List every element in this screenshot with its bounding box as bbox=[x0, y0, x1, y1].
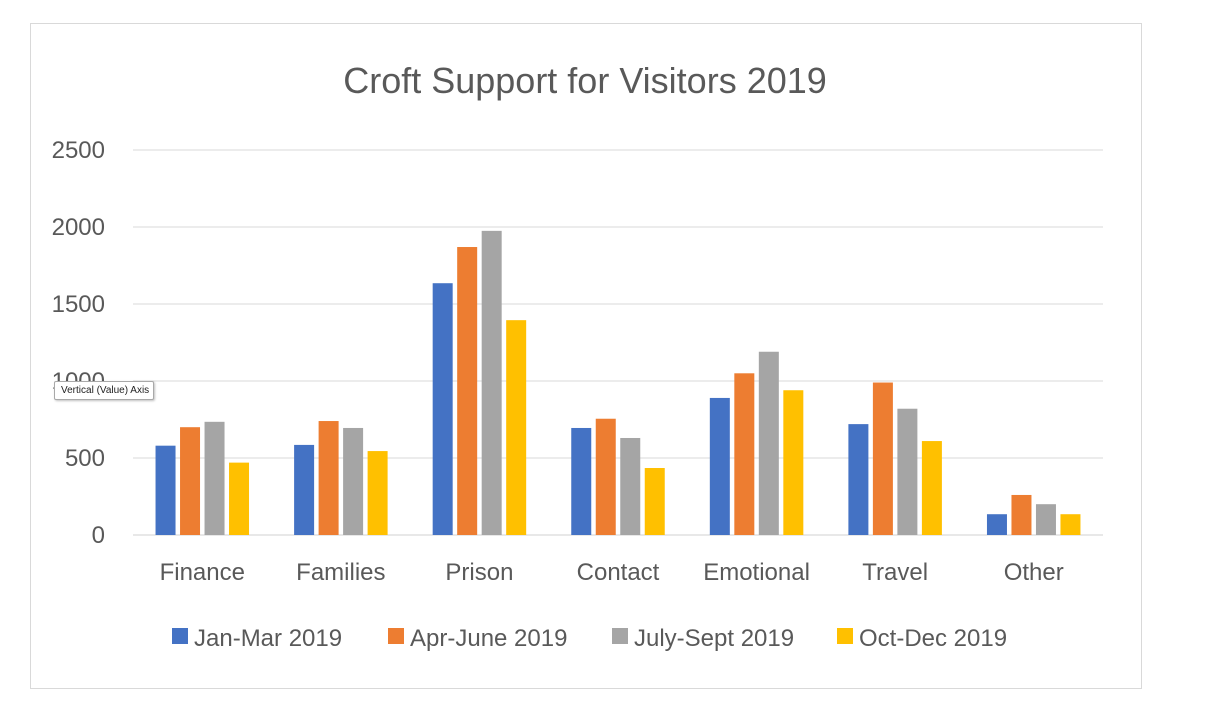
bar-other-series-3 bbox=[1035, 504, 1056, 535]
legend: Jan-Mar 2019 Apr-June 2019 July-Sept 2019 O… bbox=[172, 625, 1007, 652]
legend-swatch bbox=[837, 628, 853, 644]
bar-finance-series-4 bbox=[229, 462, 250, 535]
y-tick-label: 1500 bbox=[52, 291, 105, 318]
bar-emotional-series-4 bbox=[783, 390, 804, 535]
bar-prison-series-2 bbox=[457, 247, 478, 535]
y-tick-label: 500 bbox=[65, 445, 105, 472]
bar-contact-series-3 bbox=[620, 437, 641, 535]
chart-frame bbox=[30, 23, 1142, 689]
y-axis-ticks[interactable]: 05001000150020002500 bbox=[52, 137, 105, 549]
bars bbox=[155, 230, 1081, 535]
bar-finance-series-2 bbox=[180, 427, 201, 535]
y-tick-label: 2500 bbox=[52, 137, 105, 164]
bar-prison-series-4 bbox=[506, 320, 527, 535]
bar-emotional-series-1 bbox=[709, 397, 730, 535]
x-tick-label: Contact bbox=[577, 559, 660, 586]
bar-travel-series-4 bbox=[921, 441, 942, 535]
bar-other-series-4 bbox=[1060, 514, 1081, 535]
x-tick-label: Families bbox=[296, 559, 385, 586]
x-tick-label: Prison bbox=[445, 559, 513, 586]
x-axis-ticks: Finance Families Prison Contact Emotional Tra… bbox=[160, 559, 1064, 586]
legend-label: Jan-Mar 2019 bbox=[194, 625, 342, 652]
bar-prison-series-1 bbox=[432, 283, 453, 535]
y-tick-label: 2000 bbox=[52, 214, 105, 241]
bar-families-series-4 bbox=[367, 451, 388, 535]
legend-swatch bbox=[388, 628, 404, 644]
bar-contact-series-1 bbox=[571, 427, 592, 535]
bar-other-series-2 bbox=[1011, 494, 1032, 535]
legend-label: Apr-June 2019 bbox=[410, 625, 567, 652]
legend-swatch bbox=[612, 628, 628, 644]
bar-travel-series-1 bbox=[848, 424, 869, 535]
x-tick-label: Other bbox=[1004, 559, 1064, 586]
chart-title: Croft Support for Visitors 2019 bbox=[343, 60, 827, 101]
legend-swatch bbox=[172, 628, 188, 644]
bar-families-series-3 bbox=[343, 427, 364, 535]
legend-label: July-Sept 2019 bbox=[634, 625, 794, 652]
axis-tooltip: Vertical (Value) Axis bbox=[54, 381, 155, 400]
bar-emotional-series-3 bbox=[758, 351, 779, 535]
x-tick-label: Finance bbox=[160, 559, 245, 586]
x-tick-label: Travel bbox=[862, 559, 928, 586]
legend-label: Oct-Dec 2019 bbox=[859, 625, 1007, 652]
bar-finance-series-3 bbox=[204, 421, 225, 535]
bar-contact-series-4 bbox=[644, 468, 665, 535]
bar-prison-series-3 bbox=[481, 230, 502, 535]
bar-finance-series-1 bbox=[155, 445, 176, 535]
y-tick-label: 0 bbox=[92, 522, 105, 549]
bar-families-series-1 bbox=[294, 444, 315, 535]
gridlines bbox=[133, 149, 1103, 536]
bar-contact-series-2 bbox=[595, 418, 616, 535]
bar-travel-series-3 bbox=[897, 408, 918, 535]
bar-travel-series-2 bbox=[872, 382, 893, 535]
bar-other-series-1 bbox=[986, 514, 1007, 535]
x-tick-label: Emotional bbox=[703, 559, 810, 586]
bar-families-series-2 bbox=[318, 421, 339, 535]
bar-emotional-series-2 bbox=[734, 373, 755, 535]
